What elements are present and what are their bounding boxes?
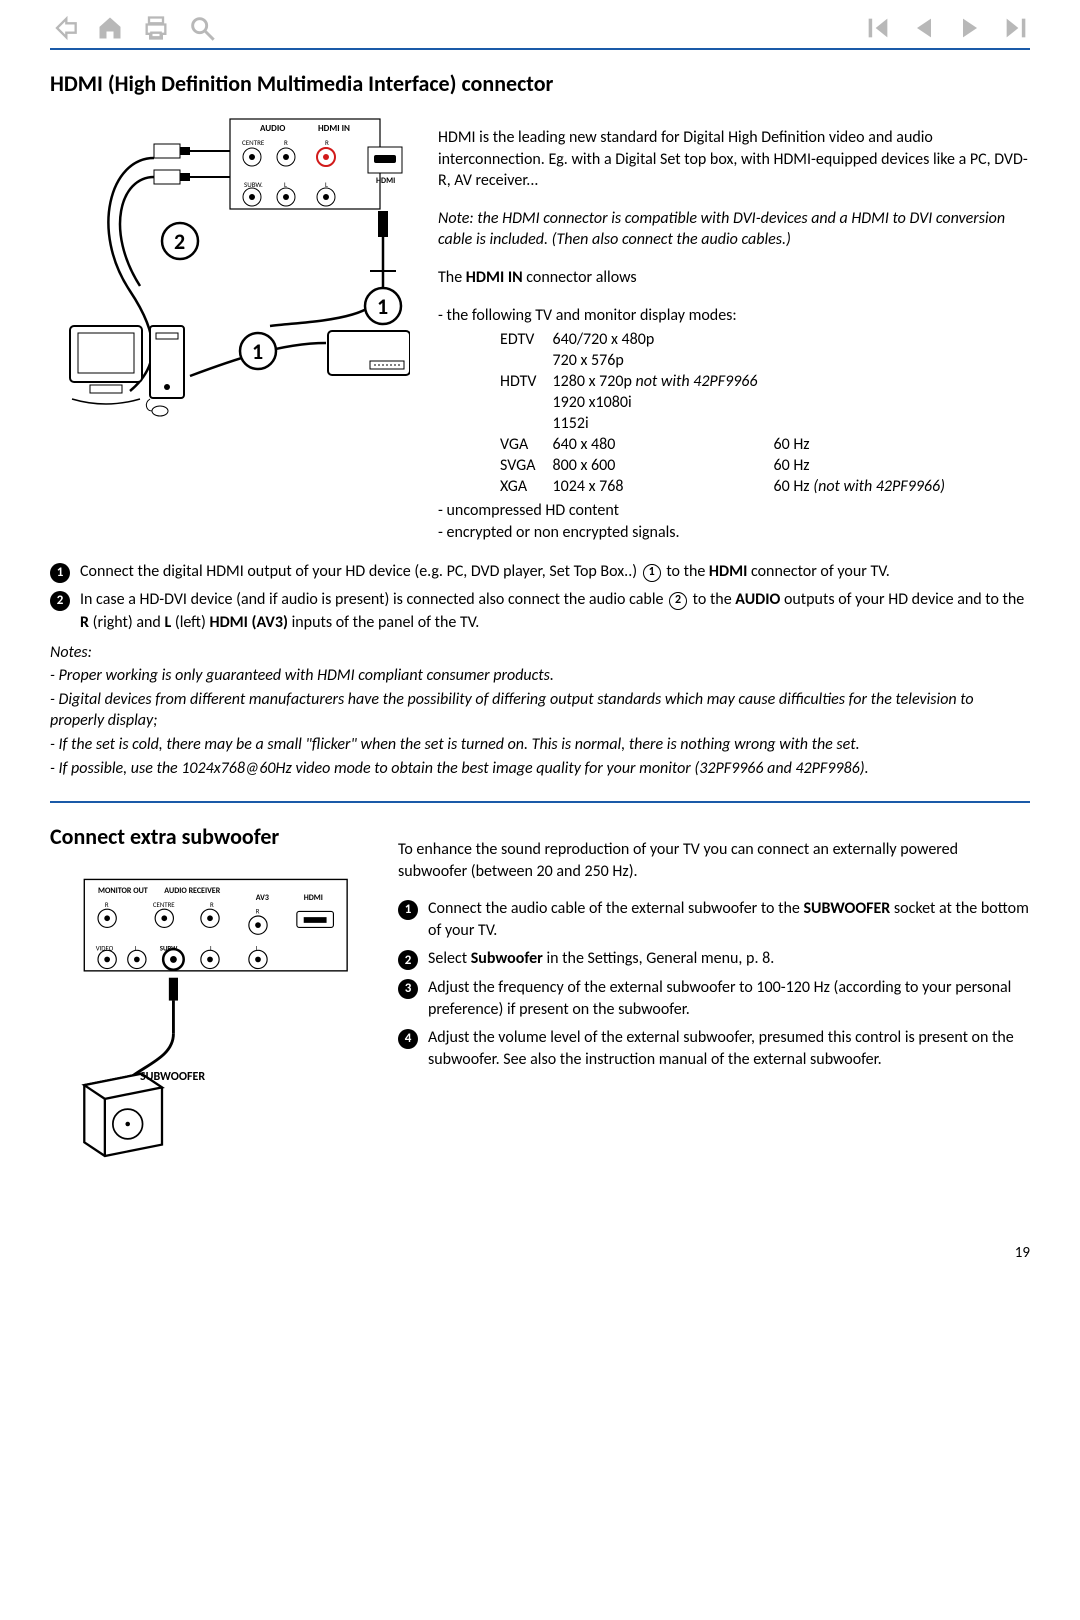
- svg-text:R: R: [210, 900, 214, 909]
- section1-title: HDMI (High Definition Multimedia Interfa…: [50, 70, 1030, 97]
- svg-text:R: R: [105, 900, 109, 909]
- sub-step-2: 2: [398, 950, 418, 970]
- svg-text:MONITOR OUT: MONITOR OUT: [98, 886, 148, 896]
- divider-top: [50, 48, 1030, 50]
- print-icon[interactable]: [142, 14, 170, 42]
- step-1-text: Connect the digital HDMI output of your …: [80, 561, 890, 583]
- modes-table: EDTV640/720 x 480p 720 x 576p HDTV1280 x…: [498, 328, 961, 498]
- sub-step-3: 3: [398, 979, 418, 999]
- divider-mid: [50, 801, 1030, 803]
- svg-text:R: R: [256, 907, 260, 916]
- section1-intro: HDMI is the leading new standard for Dig…: [438, 127, 1030, 192]
- section2-intro: To enhance the sound reproduction of you…: [398, 839, 1030, 882]
- first-page-icon[interactable]: [864, 14, 892, 42]
- subwoofer-diagram: MONITOR OUT AUDIO RECEIVER AV3 HDMI R CE…: [50, 868, 370, 1165]
- hdmi-diagram: AUDIO HDMI IN CENTRE R R SUBW. L L HDMI: [50, 111, 410, 543]
- pdf-toolbar: [50, 14, 1030, 42]
- svg-text:HDMI: HDMI: [376, 176, 395, 186]
- next-page-icon[interactable]: [956, 14, 984, 42]
- svg-text:AV3: AV3: [256, 893, 269, 903]
- modes-bullet: - the following TV and monitor display m…: [438, 305, 1030, 327]
- section2-title: Connect extra subwoofer: [50, 823, 370, 850]
- svg-text:AUDIO RECEIVER: AUDIO RECEIVER: [164, 886, 220, 896]
- svg-text:HDMI: HDMI: [304, 893, 323, 903]
- last-page-icon[interactable]: [1002, 14, 1030, 42]
- svg-text:1: 1: [377, 293, 388, 320]
- bullet2: - uncompressed HD content: [438, 500, 1030, 522]
- svg-text:2: 2: [174, 228, 185, 255]
- sub-step-1: 1: [398, 900, 418, 920]
- section1-steps: 1 Connect the digital HDMI output of you…: [50, 561, 1030, 633]
- prev-page-icon[interactable]: [910, 14, 938, 42]
- svg-text:AUDIO: AUDIO: [260, 123, 285, 134]
- sub-step-4: 4: [398, 1029, 418, 1049]
- svg-text:CENTRE: CENTRE: [242, 138, 265, 147]
- svg-text:1: 1: [252, 338, 263, 365]
- search-icon[interactable]: [188, 14, 216, 42]
- step-2-bullet: 2: [50, 591, 70, 611]
- home-icon[interactable]: [96, 14, 124, 42]
- step-2-text: In case a HD-DVI device (and if audio is…: [80, 589, 1030, 633]
- section1-note: Note: the HDMI connector is compatible w…: [438, 208, 1030, 251]
- section1-notes: Notes: - Proper working is only guarante…: [50, 642, 1030, 780]
- svg-text:R: R: [325, 138, 329, 147]
- bullet3: - encrypted or non encrypted signals.: [438, 522, 1030, 544]
- section1-allows: The HDMI IN connector allows: [438, 267, 1030, 289]
- back-icon[interactable]: [50, 14, 78, 42]
- svg-text:CENTRE: CENTRE: [153, 900, 175, 909]
- step-1-bullet: 1: [50, 563, 70, 583]
- page-number: 19: [50, 1244, 1030, 1262]
- svg-text:HDMI IN: HDMI IN: [318, 123, 350, 134]
- svg-text:R: R: [284, 138, 288, 147]
